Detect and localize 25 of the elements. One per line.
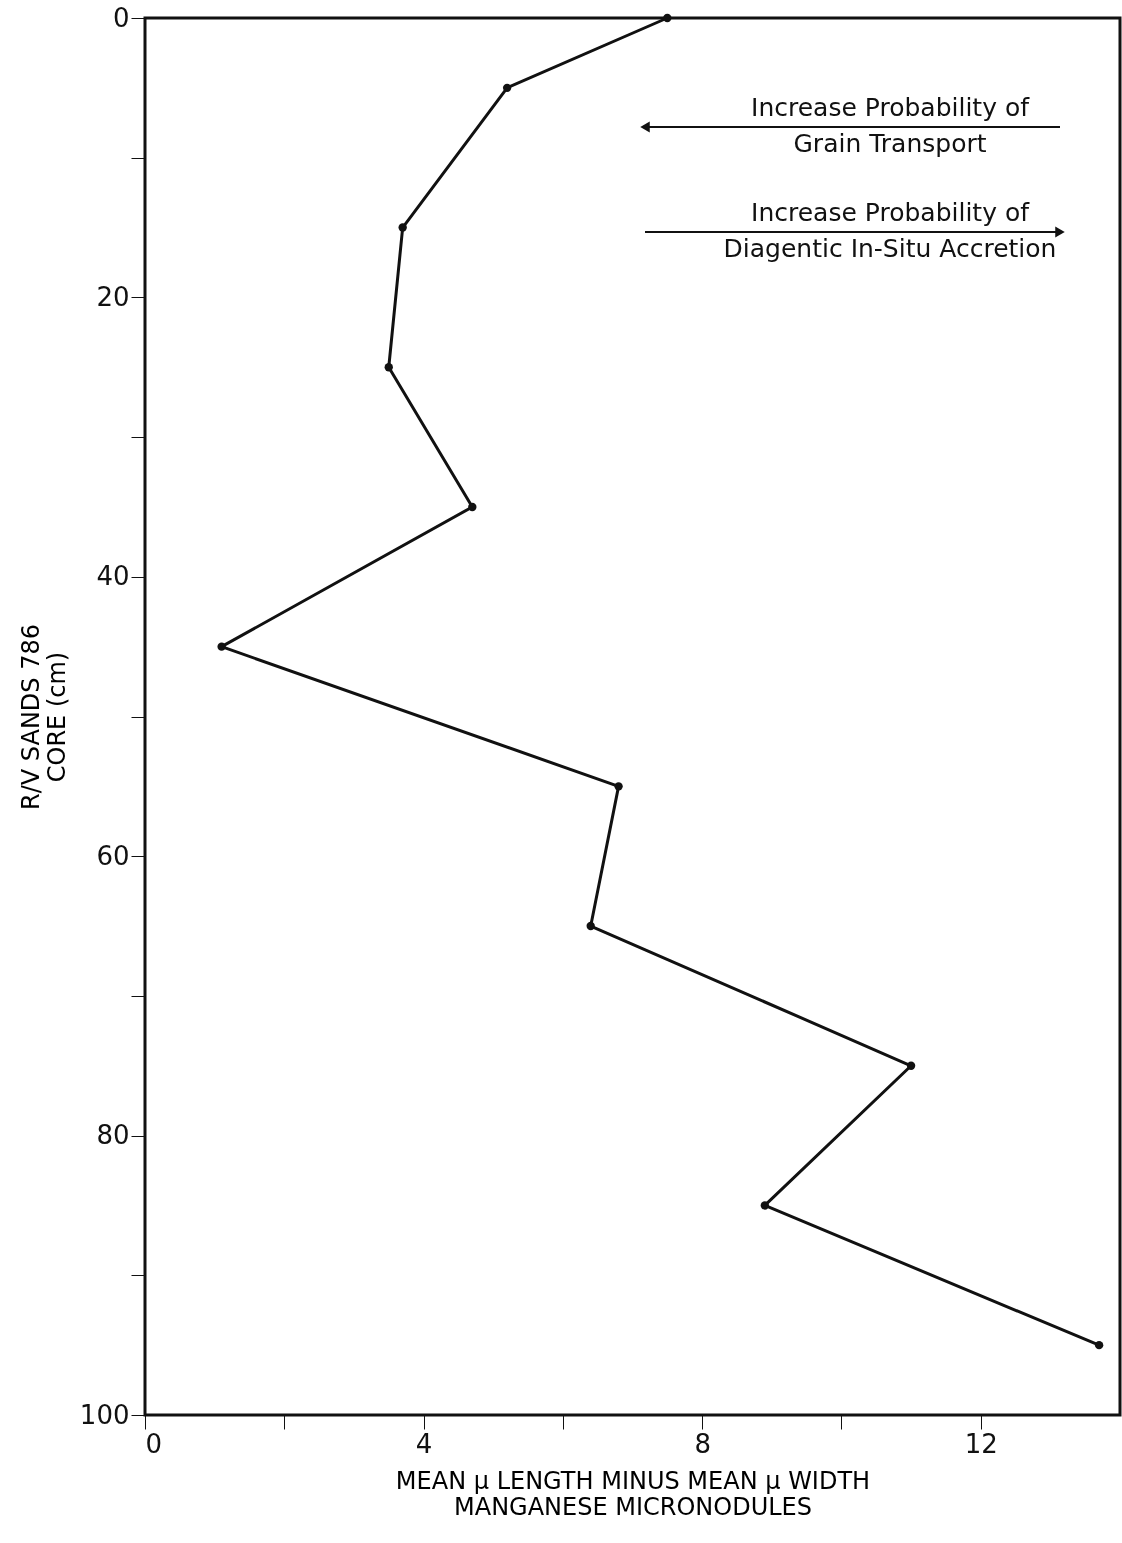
- y-tick-label: 0: [112, 2, 130, 33]
- y-tick-label: 80: [96, 1120, 130, 1151]
- point: [614, 782, 623, 791]
- y-tick-label: 20: [96, 281, 130, 312]
- annotation: Increase Probability of Grain Transport: [751, 93, 1031, 158]
- point: [384, 363, 393, 372]
- point: [906, 1061, 916, 1070]
- point: [398, 223, 407, 232]
- x-tick-label: 8: [694, 1428, 711, 1459]
- point: [663, 13, 672, 23]
- point: [217, 642, 226, 651]
- point: [1094, 1340, 1104, 1350]
- y-tick-label: 40: [96, 561, 130, 592]
- point: [586, 921, 595, 931]
- x-tick-label: 4: [415, 1428, 433, 1459]
- y-tick-label: 60: [96, 840, 130, 871]
- annotation: Increase Probability of Diagentic In-Situ Accretion: [723, 198, 1057, 263]
- point: [502, 83, 512, 93]
- y-axis-title: R/V SANDS 786 CORE (cm): [16, 623, 71, 811]
- point: [468, 502, 477, 512]
- point: [760, 1201, 769, 1210]
- x-tick-label: 12: [964, 1428, 998, 1459]
- x-axis-title: MEAN μ LENGTH MINUS MEAN μ WIDTH MANGANESE MICRONODULES: [395, 1466, 871, 1521]
- x-tick-label: 0: [145, 1428, 163, 1459]
- y-tick-label: 100: [79, 1399, 130, 1430]
